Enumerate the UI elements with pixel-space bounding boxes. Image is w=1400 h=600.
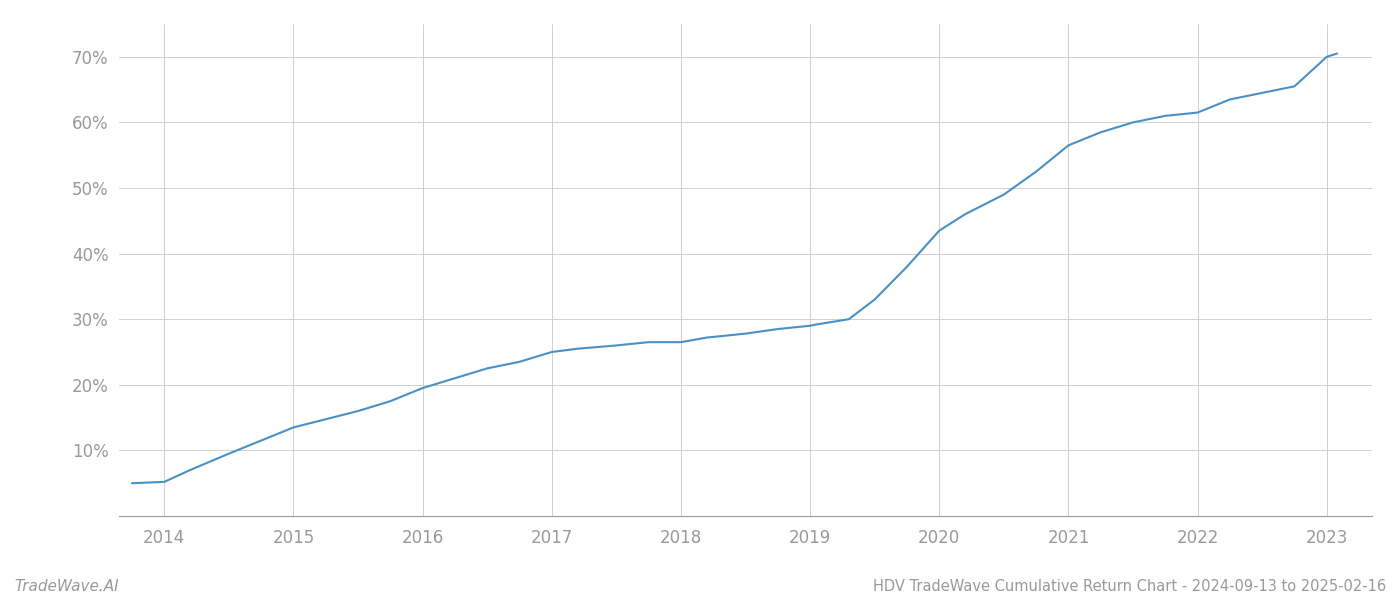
Text: HDV TradeWave Cumulative Return Chart - 2024-09-13 to 2025-02-16: HDV TradeWave Cumulative Return Chart - … (872, 579, 1386, 594)
Text: TradeWave.AI: TradeWave.AI (14, 579, 119, 594)
